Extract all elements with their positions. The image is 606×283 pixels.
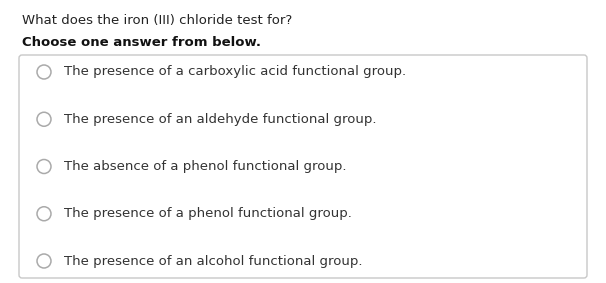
FancyBboxPatch shape <box>19 55 587 278</box>
Text: The presence of a phenol functional group.: The presence of a phenol functional grou… <box>64 207 352 220</box>
Text: What does the iron (III) chloride test for?: What does the iron (III) chloride test f… <box>22 14 292 27</box>
Text: The absence of a phenol functional group.: The absence of a phenol functional group… <box>64 160 347 173</box>
Text: The presence of an alcohol functional group.: The presence of an alcohol functional gr… <box>64 254 362 267</box>
Text: The presence of an aldehyde functional group.: The presence of an aldehyde functional g… <box>64 113 376 126</box>
Ellipse shape <box>37 207 51 221</box>
Ellipse shape <box>37 160 51 173</box>
Ellipse shape <box>37 254 51 268</box>
Text: Choose one answer from below.: Choose one answer from below. <box>22 36 261 49</box>
Ellipse shape <box>37 112 51 126</box>
Ellipse shape <box>37 65 51 79</box>
Text: The presence of a carboxylic acid functional group.: The presence of a carboxylic acid functi… <box>64 65 406 78</box>
